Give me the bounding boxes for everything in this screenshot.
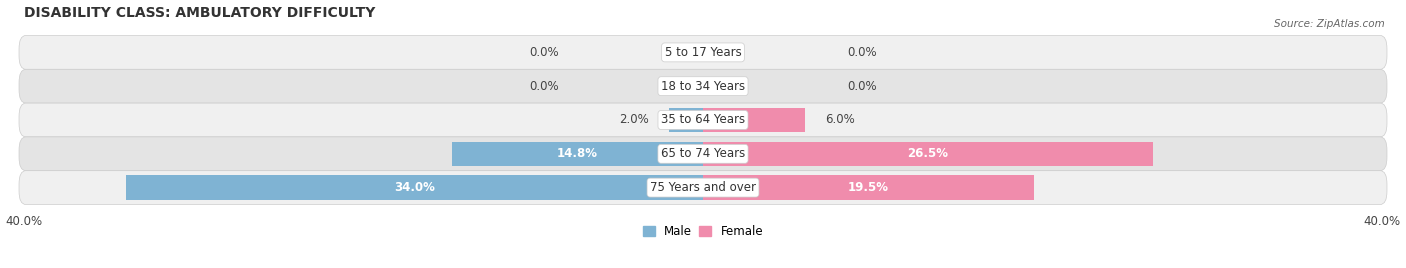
FancyBboxPatch shape — [20, 137, 1386, 171]
Text: 65 to 74 Years: 65 to 74 Years — [661, 147, 745, 160]
FancyBboxPatch shape — [20, 103, 1386, 137]
Text: 75 Years and over: 75 Years and over — [650, 181, 756, 194]
Bar — [703, 108, 804, 132]
Text: Source: ZipAtlas.com: Source: ZipAtlas.com — [1274, 19, 1385, 29]
Bar — [703, 142, 1153, 166]
Text: 0.0%: 0.0% — [848, 46, 877, 59]
Text: 0.0%: 0.0% — [848, 80, 877, 93]
Bar — [127, 176, 703, 200]
FancyBboxPatch shape — [20, 69, 1386, 103]
Text: 2.0%: 2.0% — [619, 113, 648, 126]
Text: 14.8%: 14.8% — [557, 147, 598, 160]
FancyBboxPatch shape — [20, 36, 1386, 69]
Text: 34.0%: 34.0% — [394, 181, 434, 194]
Text: 5 to 17 Years: 5 to 17 Years — [665, 46, 741, 59]
Text: 26.5%: 26.5% — [907, 147, 949, 160]
Text: 19.5%: 19.5% — [848, 181, 889, 194]
Text: 35 to 64 Years: 35 to 64 Years — [661, 113, 745, 126]
Text: 18 to 34 Years: 18 to 34 Years — [661, 80, 745, 93]
Bar — [451, 142, 703, 166]
Text: 0.0%: 0.0% — [529, 46, 558, 59]
Text: DISABILITY CLASS: AMBULATORY DIFFICULTY: DISABILITY CLASS: AMBULATORY DIFFICULTY — [24, 6, 375, 20]
FancyBboxPatch shape — [20, 171, 1386, 204]
Text: 0.0%: 0.0% — [529, 80, 558, 93]
Bar — [669, 108, 703, 132]
Legend: Male, Female: Male, Female — [638, 221, 768, 243]
Bar — [703, 176, 1033, 200]
Text: 6.0%: 6.0% — [825, 113, 855, 126]
